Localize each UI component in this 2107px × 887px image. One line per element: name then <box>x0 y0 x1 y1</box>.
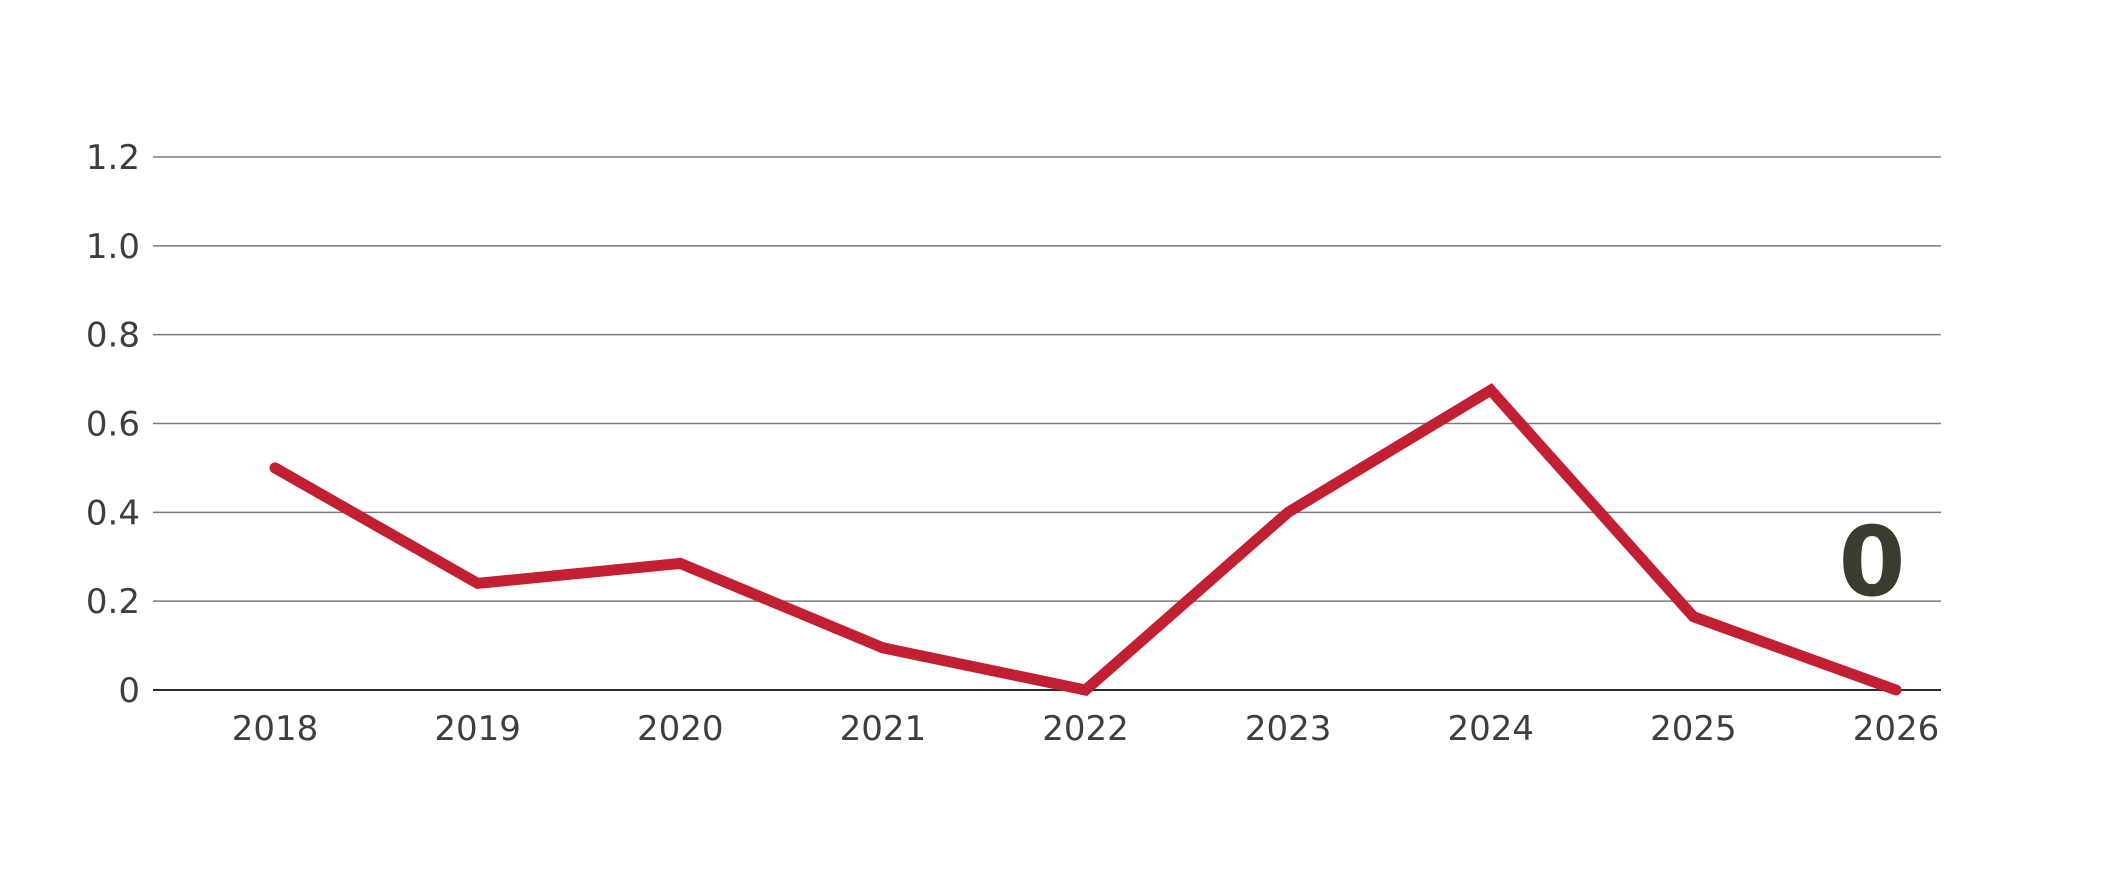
y-tick-label: 0.2 <box>86 582 140 622</box>
series-line <box>269 383 1902 696</box>
x-tick-label: 2020 <box>637 709 724 749</box>
x-tick-label: 2023 <box>1245 709 1332 749</box>
y-tick-label: 0.4 <box>86 493 140 533</box>
x-tick-label: 2019 <box>434 709 521 749</box>
y-tick-label: 1.0 <box>86 227 140 267</box>
x-axis-ticks: 2018 2019 2020 2021 2022 2023 2024 2025 2026 <box>232 709 1940 749</box>
y-tick-label: 0.6 <box>86 405 140 445</box>
x-tick-label: 2024 <box>1447 709 1534 749</box>
x-tick-label: 2026 <box>1853 709 1940 749</box>
y-axis-ticks: 0 0.2 0.4 0.6 0.8 1.0 1.2 <box>86 138 140 711</box>
y-tick-label: 0.8 <box>86 316 140 356</box>
end-value-label: 0 <box>1839 506 1906 618</box>
grid-lines <box>153 156 1941 602</box>
y-tick-label: 0 <box>118 671 140 711</box>
x-tick-label: 2025 <box>1650 709 1737 749</box>
x-tick-label: 2021 <box>840 709 927 749</box>
y-tick-label: 1.2 <box>86 138 140 178</box>
x-tick-label: 2018 <box>232 709 319 749</box>
x-tick-label: 2022 <box>1042 709 1129 749</box>
